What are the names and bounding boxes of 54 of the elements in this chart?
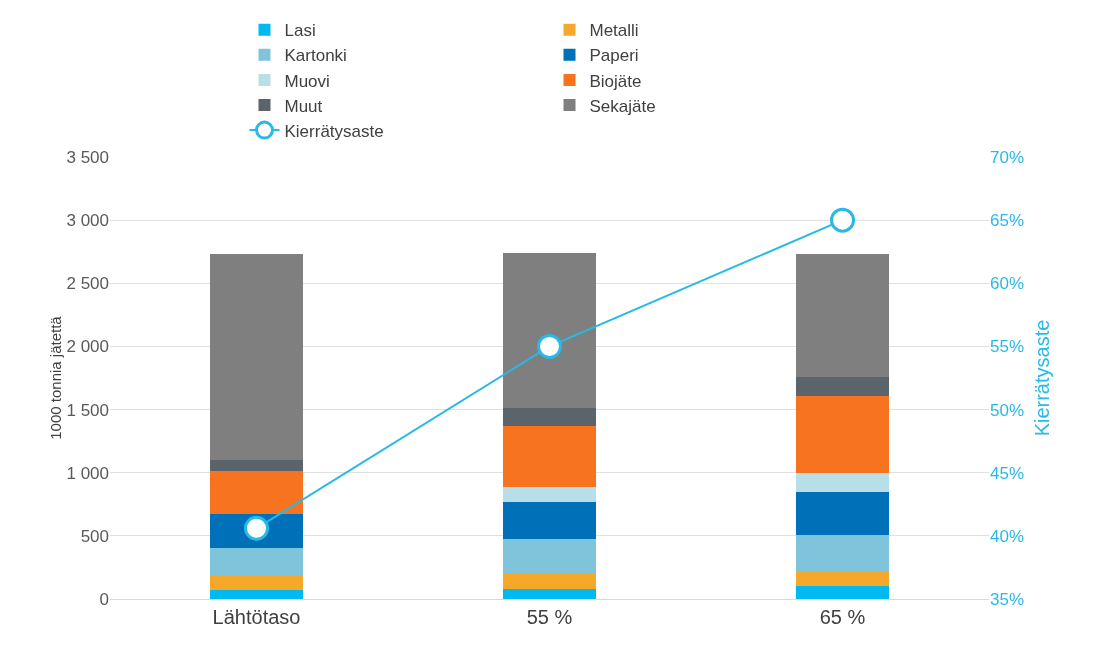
bar — [209, 460, 304, 472]
bar — [502, 425, 597, 487]
legend-label: Muut — [284, 96, 323, 116]
point — [537, 333, 562, 359]
legend-label: Metalli — [589, 21, 639, 41]
legend-label: Sekajäte — [589, 96, 656, 116]
legend-label: Paperi — [589, 46, 639, 66]
y2-tick-label: 55% — [990, 337, 1025, 357]
bar — [209, 576, 304, 591]
legend-label: Muovi — [284, 71, 330, 91]
y-tick-label: 1 500 — [66, 400, 109, 420]
bar — [502, 486, 597, 502]
bar — [209, 471, 304, 515]
y-tick-label: 1 000 — [66, 463, 109, 483]
x-tick-label: Lähtötaso — [212, 606, 301, 628]
bar — [502, 588, 597, 599]
bar — [502, 501, 597, 540]
bar — [795, 571, 890, 587]
point — [830, 207, 855, 233]
y-axis-title: 1000 tonnia jätettä — [47, 315, 65, 440]
y2-tick-label: 40% — [990, 526, 1025, 546]
y-tick-label: 2 000 — [66, 337, 109, 357]
y2-tick-label: 70% — [990, 147, 1025, 167]
y2-tick-label: 65% — [990, 211, 1025, 231]
bar — [502, 573, 597, 589]
legend-label: Biojäte — [589, 71, 642, 91]
bar — [502, 408, 597, 426]
y2-tick-label: 45% — [990, 463, 1025, 483]
bar — [209, 254, 304, 461]
x-tick-label: 65 % — [819, 606, 866, 628]
y2-tick-label: 60% — [990, 274, 1025, 294]
y2-tick-label: 35% — [990, 589, 1025, 609]
bar — [795, 472, 890, 492]
bar — [795, 395, 890, 473]
y-tick-label: 3 000 — [66, 211, 109, 231]
legend-label: Kierrätysaste — [284, 121, 384, 141]
y-tick-label: 3 500 — [66, 147, 109, 167]
y2-tick-label: 50% — [990, 400, 1025, 420]
y-tick-label: 500 — [80, 526, 109, 546]
x-tick-label: 55 % — [526, 606, 573, 628]
bar — [209, 548, 304, 577]
legend-label: Kartonki — [284, 46, 347, 66]
y-tick-label: 2 500 — [66, 274, 109, 294]
legend-label: Lasi — [284, 21, 316, 41]
y2-axis-title: Kierrätysaste — [1031, 319, 1053, 437]
bar — [502, 539, 597, 574]
bar — [209, 590, 304, 599]
bar — [795, 491, 890, 535]
bar — [502, 252, 597, 409]
y-tick-label: 0 — [99, 589, 109, 609]
bar — [795, 254, 890, 377]
bar — [795, 534, 890, 572]
bar — [795, 376, 890, 396]
bar — [795, 586, 890, 599]
